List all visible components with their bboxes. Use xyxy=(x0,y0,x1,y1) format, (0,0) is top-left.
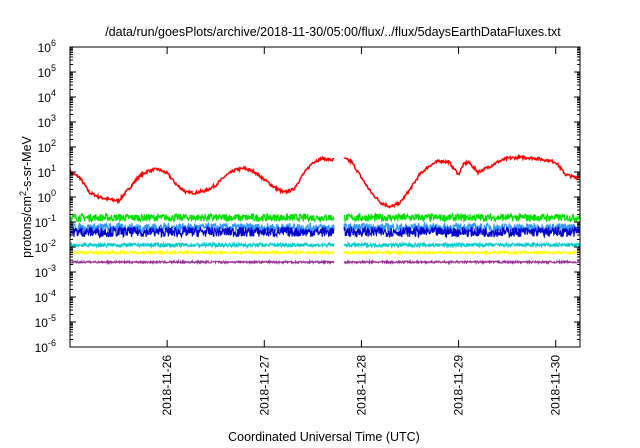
x-tick-label: 2018-11-30 xyxy=(549,355,563,416)
chart-title: /data/run/goesPlots/archive/2018-11-30/0… xyxy=(105,25,561,39)
x-tick-label: 2018-11-26 xyxy=(160,355,174,416)
y-tick-label: 10-5 xyxy=(35,313,56,330)
x-tick-label: 2018-11-28 xyxy=(354,355,368,416)
y-axis-label-part2: -s-sr-MeV xyxy=(20,135,34,191)
y-tick-label: 102 xyxy=(38,138,56,155)
y-tick-label: 10-3 xyxy=(35,263,56,280)
y-tick-label: 106 xyxy=(38,38,56,55)
y-tick-label: 10-4 xyxy=(35,288,56,305)
y-tick-label: 104 xyxy=(38,88,56,105)
series-line-4 xyxy=(69,241,581,250)
y-axis-label: protons/cm2-s-sr-MeV xyxy=(18,135,34,257)
x-axis: 2018-11-26 2018-11-27 2018-11-28 2018-11-29… xyxy=(160,47,563,416)
y-tick-label: 103 xyxy=(38,113,56,130)
y-tick-label: 10-1 xyxy=(35,213,56,230)
x-tick-label: 2018-11-27 xyxy=(257,355,271,416)
y-tick-label: 101 xyxy=(38,163,56,180)
series-line-5 xyxy=(69,248,581,257)
x-tick-label: 2018-11-29 xyxy=(452,355,466,416)
y-axis-label-sup: 2 xyxy=(18,191,28,196)
series-line-1 xyxy=(69,211,581,224)
x-axis-label: Coordinated Universal Time (UTC) xyxy=(228,430,420,444)
y-tick-label: 10-2 xyxy=(35,238,56,255)
y-axis: 10-6 10-5 10-4 10-3 10-2 10-1 100 101 102 103 104 1… xyxy=(35,38,580,355)
series-line-0 xyxy=(69,153,581,209)
series-line-6 xyxy=(69,258,580,266)
y-axis-label-part1: protons/cm xyxy=(20,196,34,258)
plot-traces xyxy=(69,153,581,266)
y-tick-label: 100 xyxy=(38,188,56,205)
plot-frame xyxy=(69,46,581,348)
y-tick-label: 105 xyxy=(38,63,56,80)
series-line-3 xyxy=(69,224,581,240)
y-tick-label: 10-6 xyxy=(35,338,56,355)
